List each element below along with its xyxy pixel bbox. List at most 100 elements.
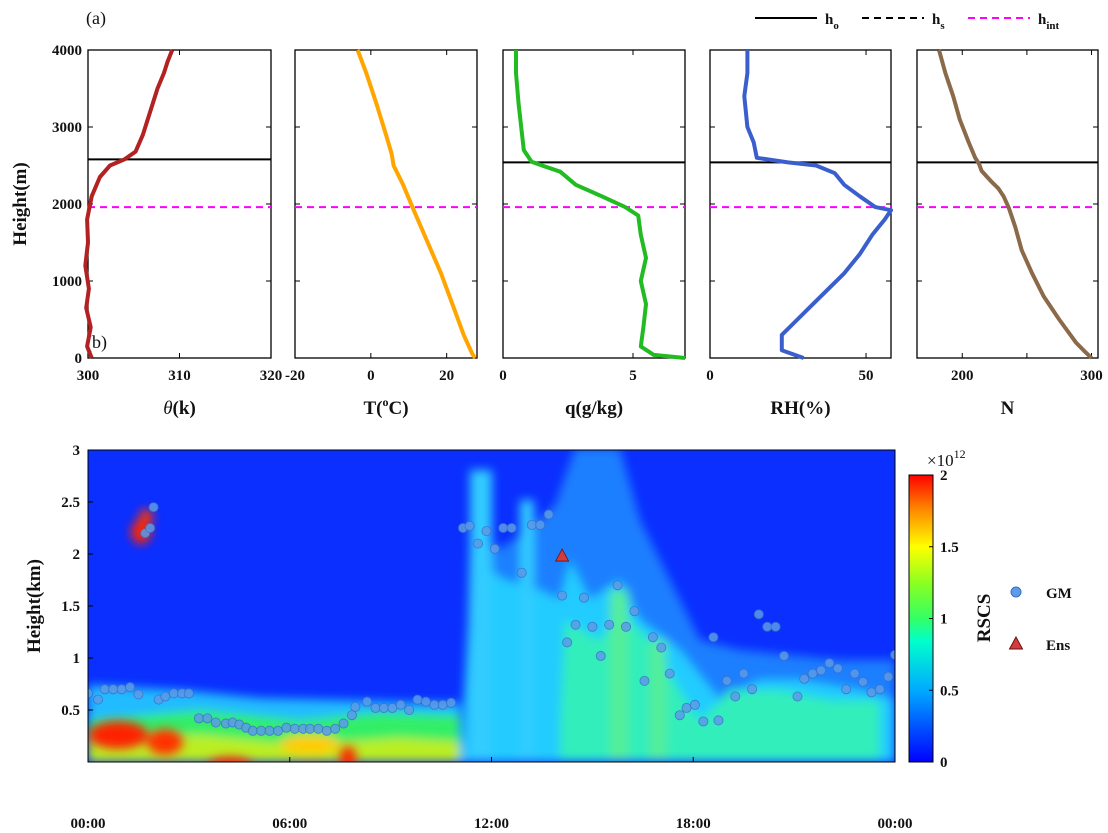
colorbar-tick-label: 0 [940,755,948,771]
gm-marker [656,642,667,653]
x-axis-label: T(oC) [363,395,408,419]
y-tick-label-b: 2.5 [61,495,80,511]
gm-marker [689,699,700,710]
gm-marker [498,523,509,534]
gm-marker [99,684,110,695]
colorbar-ticks: 0 0.5 1 1.5 2 [929,468,959,771]
x-tick-label: 300 [77,368,100,384]
subplot-3: 0 5 q(g/kg) [499,49,686,419]
x-tick-label: 0 [706,368,714,384]
gm-marker [730,691,741,702]
gm-marker [883,671,894,682]
gm-marker [313,723,324,734]
gm-marker [289,723,300,734]
legend-label: ho [825,12,839,32]
colorbar: 0 0.5 1 1.5 2 ×1012 RSCS [908,447,995,771]
gm-marker [621,621,632,632]
y-tick-label-a: 0 [75,351,83,367]
legend-panel-b: GM Ens [1008,586,1072,654]
heatmap-axes: 0.5 1 1.5 2 2.5 3 00:00 06:00 12:00 18:00 00:00 Hei… [24,443,913,832]
gm-marker [125,682,136,693]
gm-marker [116,684,127,695]
gm-marker [713,715,724,726]
gm-marker [698,716,709,727]
panel-b-heatmap: 0.5 1 1.5 2 2.5 3 00:00 06:00 12:00 18:00 00:00 Hei… [24,443,913,832]
gm-marker [193,713,204,724]
profile-line [83,49,175,359]
x-tick-label: -20 [285,368,305,384]
gm-marker [133,689,144,700]
panel-a-label: (a) [86,8,106,29]
gm-marker [108,684,119,695]
legend-series-label: Ens [1046,638,1070,654]
gm-marker [816,665,827,676]
gm-marker [338,718,349,729]
gm-marker [612,580,623,591]
gm-marker [738,668,749,679]
gm-marker [832,663,843,674]
y-tick-label-b: 1.5 [61,599,80,615]
gm-marker [481,526,492,537]
y-tick-label-b: 3 [73,443,81,459]
gm-marker [272,725,283,736]
gm-marker [753,609,764,620]
profile-line [937,49,1093,360]
gm-marker [770,621,781,632]
x-axis-label: θ(k) [163,398,196,419]
gm-marker [849,668,860,679]
heatmap-field [88,450,895,762]
gm-marker [387,702,398,713]
rscs-heatmap [88,450,895,762]
gm-marker [93,694,104,705]
gm-marker [489,543,500,554]
gm-marker [587,621,598,632]
gm-marker [595,650,606,661]
x-tick-label-b: 18:00 [676,816,711,832]
gm-marker [370,702,381,713]
profile-line [514,50,686,360]
x-tick-label: 300 [1080,368,1103,384]
x-tick-label-b: 06:00 [272,816,307,832]
gm-marker [346,710,357,721]
legend-label: hint [1038,12,1060,32]
subplot-frame [87,49,272,359]
gm-marker [762,621,773,632]
subplot-frame [709,49,892,359]
gm-marker [446,697,457,708]
colorbar-tick-label: 1.5 [940,540,959,556]
x-tick-label-b: 00:00 [71,816,106,832]
panel-b-label: (b) [86,332,107,353]
gm-marker [378,702,389,713]
gm-marker [681,702,692,713]
x-tick-label: 0 [499,368,507,384]
profile-line [355,49,477,360]
gm-marker [604,619,615,630]
colorbar-gradient [908,474,934,763]
gm-marker [247,725,258,736]
gm-marker [404,705,415,716]
gm-marker [350,701,361,712]
gm-marker [183,688,194,699]
gm-marker [647,632,658,643]
y-tick-label-a: 1000 [52,274,82,290]
x-tick-label-b: 00:00 [878,816,913,832]
x-tick-label: 50 [859,368,874,384]
y-tick-label-b: 0.5 [61,703,80,719]
legend-ens-marker [1008,635,1024,650]
colorbar-tick-label: 2 [940,468,948,484]
colorbar-tick-label: 0.5 [940,683,959,699]
gm-marker [148,502,159,513]
y-tick-label-a: 4000 [52,43,82,59]
gm-marker [506,523,517,534]
gm-marker [543,509,554,520]
x-tick-label: 0 [367,368,375,384]
subplot-4: 0 50 RH(%) [706,49,893,419]
y-axis-label-a: Height(m) [10,162,31,245]
x-tick-label-b: 12:00 [474,816,509,832]
subplot-5: 200 300 N [916,49,1103,419]
subplot-2: -20 0 20 T(oC) [285,49,478,419]
x-axis-label: N [1001,398,1015,419]
gm-marker [473,538,484,549]
gm-marker [799,673,810,684]
gm-marker [160,691,171,702]
